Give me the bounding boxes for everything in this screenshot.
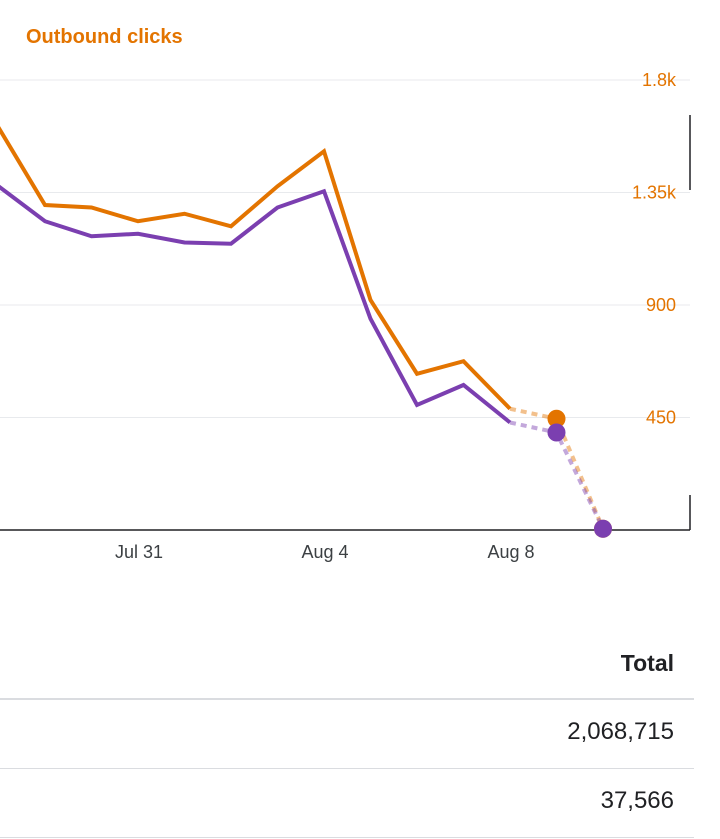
data-point (547, 423, 566, 442)
data-point (547, 409, 566, 428)
y-tick-label: 1.8k (642, 70, 677, 90)
y-tick-label: 450 (646, 408, 676, 428)
x-tick-label: Jul 31 (115, 542, 163, 562)
table-row[interactable]: 37,566 (0, 769, 694, 838)
x-tick-label: Aug 4 (301, 542, 348, 562)
axes (0, 115, 691, 531)
data-table: Total 2,068,715 37,566 (0, 630, 694, 838)
y-tick-label: 1.35k (632, 183, 677, 203)
metric-title[interactable]: Outbound clicks (26, 26, 183, 48)
table-row[interactable]: 2,068,715 (0, 700, 694, 769)
series-line (0, 126, 512, 411)
gridlines (0, 79, 690, 418)
y-axis-ticks: 450 900 1.35k 1.8k (632, 70, 677, 428)
data-point (594, 519, 612, 538)
table-header: Total (0, 630, 694, 700)
total-cell: 2,068,715 (567, 718, 674, 745)
column-header-total[interactable]: Total (620, 650, 674, 676)
series-line (0, 184, 512, 425)
y-tick-label: 900 (646, 295, 676, 315)
partial-points (547, 409, 612, 538)
series-lines (0, 126, 605, 530)
total-cell: 37,566 (600, 787, 674, 814)
x-tick-label: Aug 8 (487, 542, 534, 562)
